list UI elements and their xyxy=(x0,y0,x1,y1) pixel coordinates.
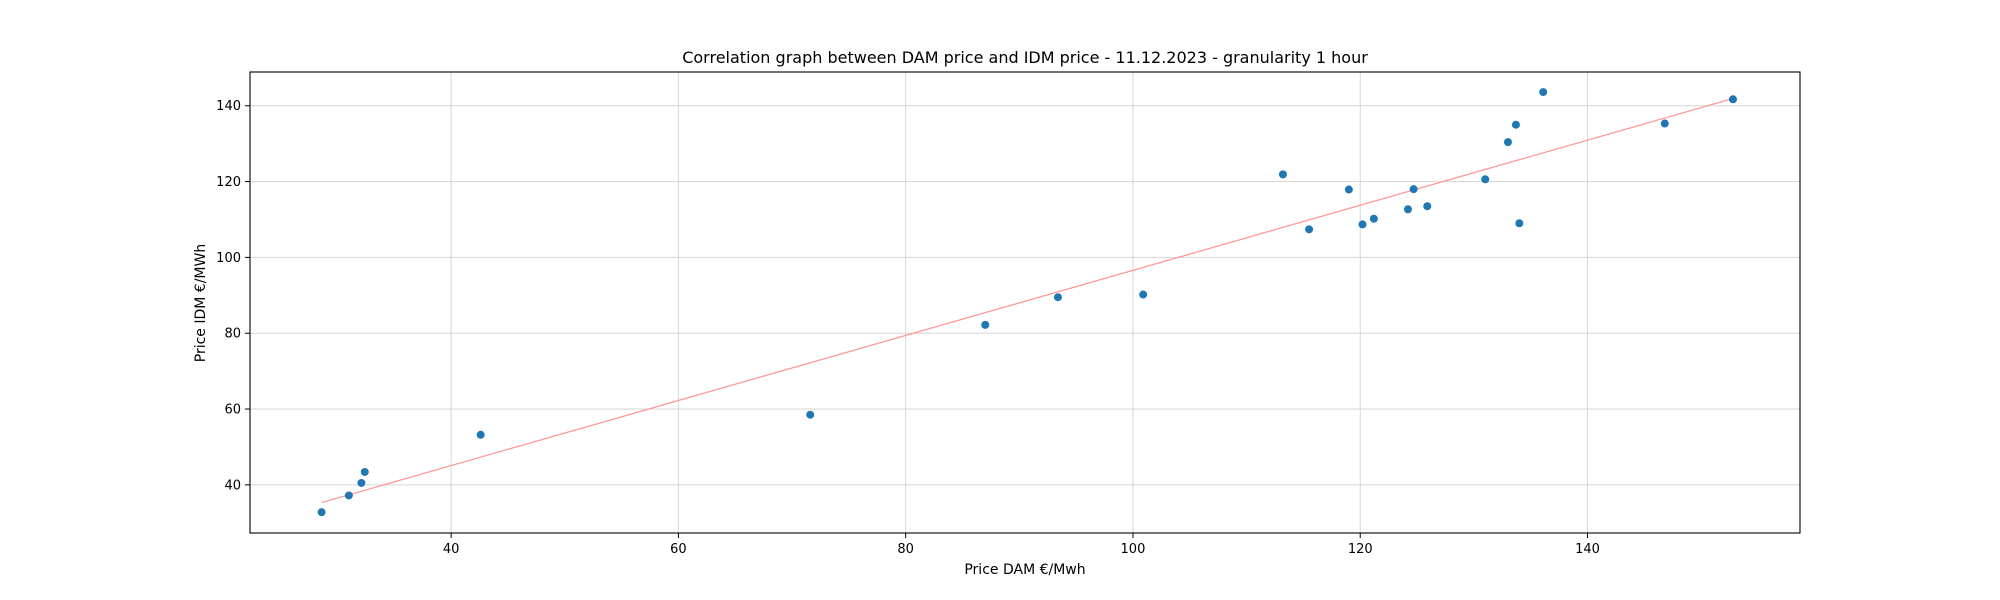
y-tick-label: 100 xyxy=(216,251,241,266)
data-point xyxy=(1481,175,1490,184)
data-point xyxy=(1515,219,1524,228)
x-tick-label: 80 xyxy=(897,542,914,557)
data-point xyxy=(1369,214,1378,223)
data-point xyxy=(1539,88,1548,97)
data-point xyxy=(1278,170,1287,179)
x-axis-label: Price DAM €/Mwh xyxy=(964,562,1085,578)
x-tick-label: 120 xyxy=(1348,542,1373,557)
data-points xyxy=(317,88,1737,517)
data-point xyxy=(981,320,990,329)
data-point xyxy=(344,491,353,500)
data-point xyxy=(1305,225,1314,234)
y-axis-label: Price IDM €/MWh xyxy=(193,244,209,362)
data-point xyxy=(1423,202,1432,211)
data-point xyxy=(476,430,485,439)
x-tick-label: 100 xyxy=(1121,542,1146,557)
axis-ticks: 40 60 80 100 120 140 40 60 80 100 120 140 xyxy=(216,99,1600,557)
grid-lines xyxy=(250,72,1800,533)
trend-line-group xyxy=(321,97,1734,504)
plot-frame xyxy=(249,71,1801,534)
x-tick-label: 60 xyxy=(670,542,687,557)
data-point xyxy=(1053,293,1062,302)
chart-title: Correlation graph between DAM price and … xyxy=(682,48,1368,67)
data-point xyxy=(1409,185,1418,194)
x-tick-label: 140 xyxy=(1575,542,1600,557)
data-point xyxy=(1344,185,1353,194)
data-point xyxy=(1728,95,1737,104)
y-tick-label: 80 xyxy=(224,327,241,342)
data-point xyxy=(1503,138,1512,147)
data-point xyxy=(1403,205,1412,214)
y-tick-label: 140 xyxy=(216,99,241,114)
data-point xyxy=(360,467,369,476)
data-point xyxy=(1511,120,1520,129)
data-point xyxy=(357,478,366,487)
trend-line xyxy=(321,97,1734,504)
data-point xyxy=(1660,119,1669,128)
x-tick-label: 40 xyxy=(443,542,460,557)
y-tick-label: 60 xyxy=(224,403,241,418)
y-tick-label: 40 xyxy=(224,478,241,493)
data-point xyxy=(1139,290,1148,299)
y-tick-label: 120 xyxy=(216,175,241,190)
data-point xyxy=(317,508,326,517)
data-point xyxy=(1358,220,1367,229)
data-point xyxy=(806,410,815,419)
